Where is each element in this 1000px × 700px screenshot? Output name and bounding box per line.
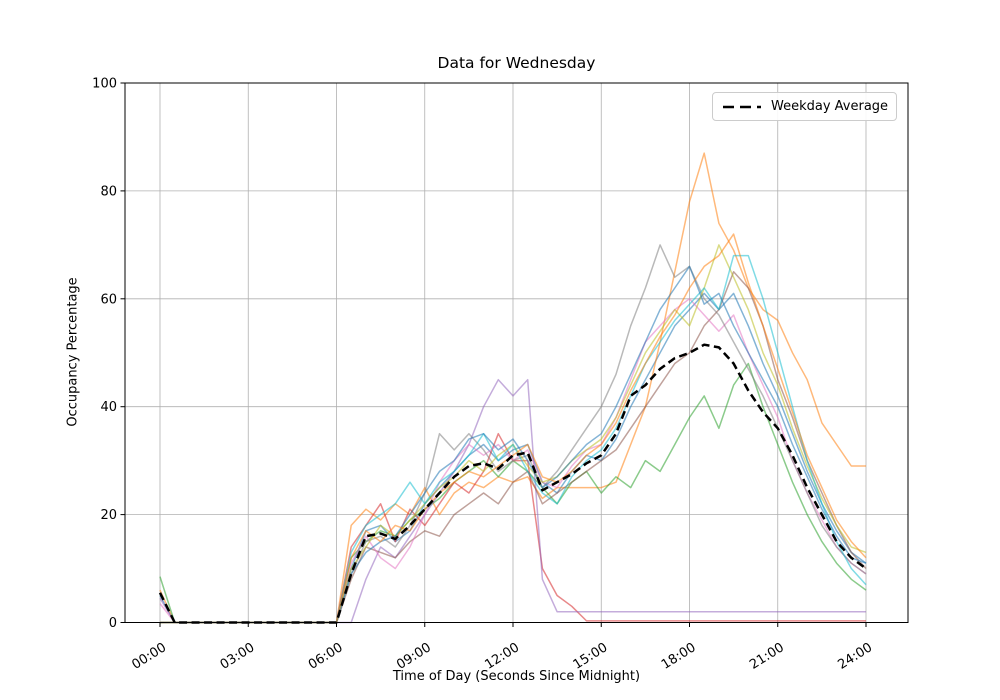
y-tick-label: 60 — [100, 292, 117, 307]
x-tick-label: 15:00 — [571, 640, 611, 673]
average-line — [158, 343, 867, 624]
y-axis-label: Occupancy Percentage — [65, 277, 81, 427]
y-tick-label: 20 — [100, 508, 117, 523]
legend: Weekday Average — [712, 92, 897, 121]
x-tick-label: 21:00 — [747, 640, 787, 673]
legend-label: Weekday Average — [771, 99, 889, 114]
chart-title: Data for Wednesday — [437, 54, 596, 72]
x-tick-label: 03:00 — [218, 640, 258, 673]
x-tick-label: 06:00 — [306, 640, 346, 673]
legend-dashed-line-icon — [723, 105, 761, 108]
x-tick-label: 12:00 — [482, 640, 522, 673]
y-tick-label: 80 — [100, 184, 117, 199]
x-tick-label: 09:00 — [394, 640, 434, 673]
x-axis-label: Time of Day (Seconds Since Midnight) — [392, 669, 641, 684]
x-tick-label: 18:00 — [659, 640, 699, 673]
y-tick-label: 40 — [100, 400, 117, 415]
x-tick-label: 00:00 — [129, 640, 169, 673]
y-tick-label: 0 — [109, 616, 117, 631]
y-tick-label: 100 — [92, 77, 117, 92]
plot-border — [124, 82, 909, 623]
x-tick-label: 24:00 — [835, 640, 875, 673]
